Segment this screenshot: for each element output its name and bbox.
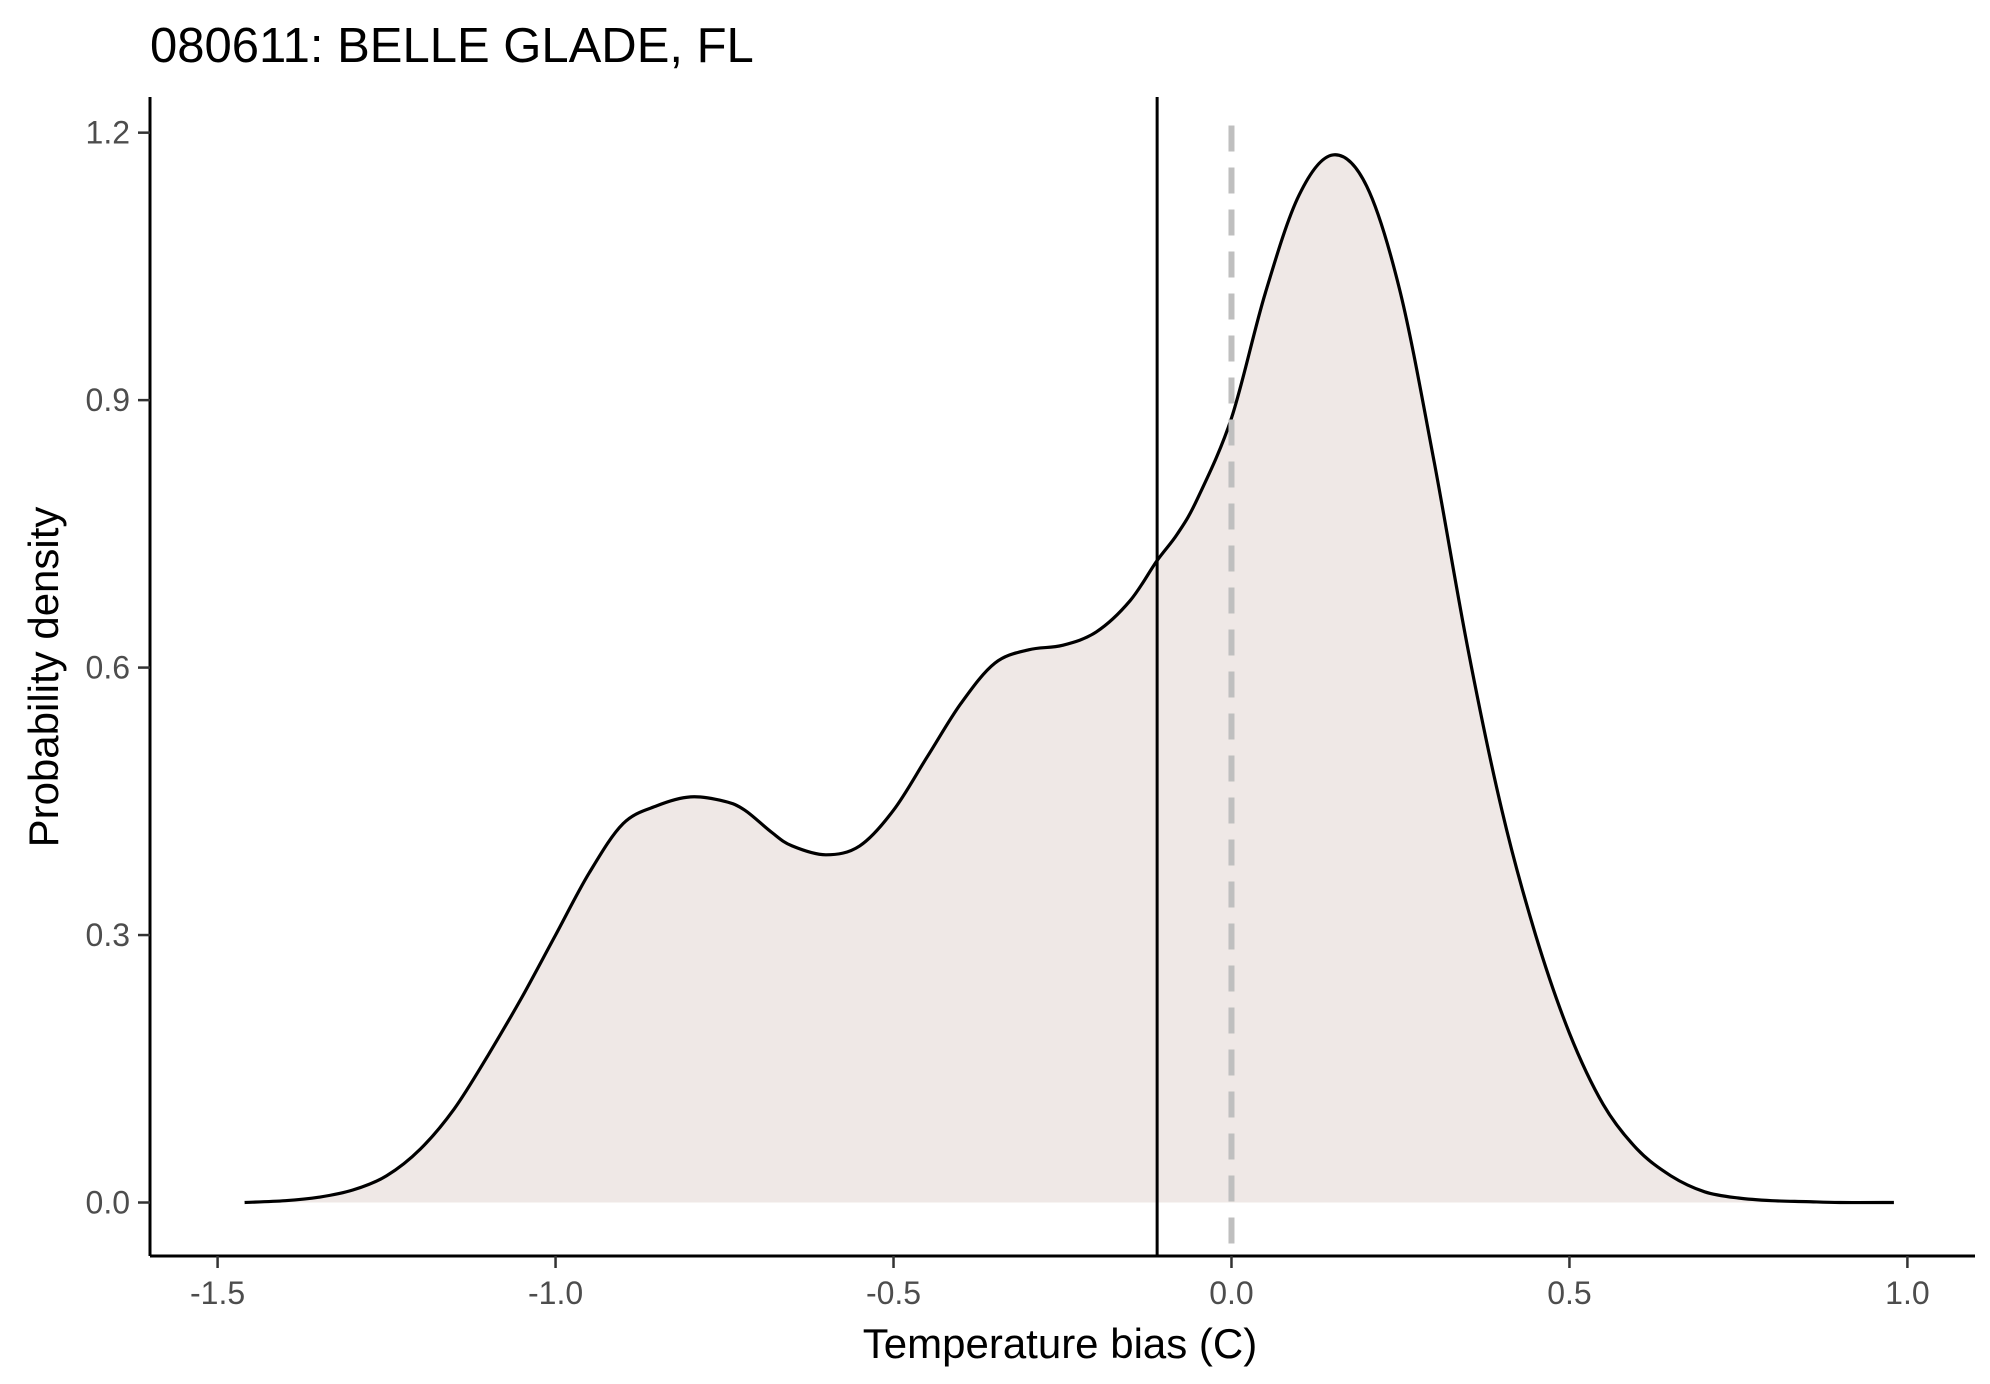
- x-tick-label: -0.5: [866, 1275, 921, 1311]
- x-tick-label: -1.5: [190, 1275, 245, 1311]
- y-axis-ticks: 0.0 0.3 0.6 0.9 1.2: [86, 115, 150, 1221]
- density-curve: [244, 153, 1894, 1205]
- chart-title: 080611: BELLE GLADE, FL: [150, 19, 754, 73]
- plot-area: [244, 97, 1894, 1256]
- x-axis-ticks: -1.5 -1.0 -0.5 0.0 0.5 1.0: [190, 1256, 1930, 1311]
- y-tick-label: 0.0: [86, 1185, 130, 1221]
- y-tick-label: 1.2: [86, 115, 130, 151]
- y-tick-label: 0.3: [86, 917, 130, 953]
- y-axis-title: Probability density: [20, 507, 67, 848]
- y-tick-label: 0.9: [86, 382, 130, 418]
- x-tick-label: -1.0: [528, 1275, 583, 1311]
- axes: -1.5 -1.0 -0.5 0.0 0.5 1.0 0.0 0.3 0.6 0.9 1.2: [86, 97, 1975, 1311]
- y-tick-label: 0.6: [86, 650, 130, 686]
- x-axis-title: Temperature bias (C): [863, 1320, 1257, 1367]
- x-tick-label: 0.5: [1547, 1275, 1591, 1311]
- density-fill-area: [244, 154, 1894, 1203]
- x-tick-label: 0.0: [1209, 1275, 1253, 1311]
- x-tick-label: 1.0: [1885, 1275, 1929, 1311]
